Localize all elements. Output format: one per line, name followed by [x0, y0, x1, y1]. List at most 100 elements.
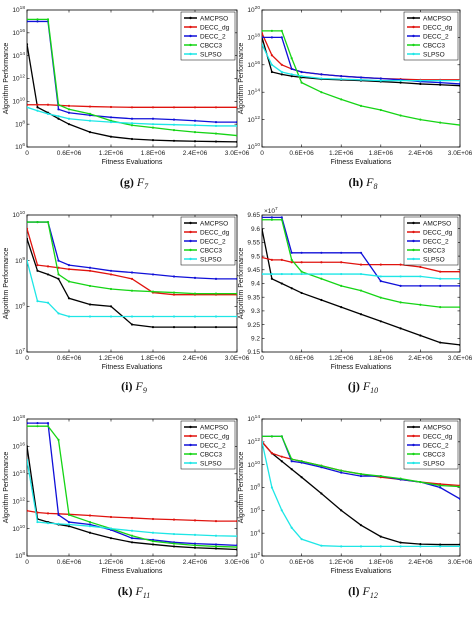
series-amcpso-point	[36, 106, 39, 109]
series-slpso-point	[151, 531, 155, 534]
y-tick-exponent: 8	[22, 302, 25, 308]
series-decc-dg-point	[193, 519, 197, 522]
series-decc-2-point	[379, 77, 382, 80]
series-decc-2-point	[300, 251, 303, 254]
y-tick-exponent: 6	[22, 142, 25, 148]
x-tick-label: 2.4E+06	[408, 355, 433, 362]
chart-panel-j: 0 0.6E+06 1.2E+06 1.8E+06 2.4E+06 3.0E+06 9.15…	[238, 206, 473, 395]
series-cbcc3-point	[27, 220, 29, 224]
legend-entry: CBCC3	[200, 42, 222, 49]
series-decc-2-point	[270, 216, 273, 219]
series-amcpso-point	[151, 139, 155, 142]
x-tick-label: 0.6E+06	[289, 150, 314, 157]
legend-entry: SLPSO	[200, 460, 222, 467]
y-tick-exponent: 10	[255, 142, 261, 148]
series-decc-2-point	[359, 474, 363, 478]
series-decc-dg-point	[67, 268, 71, 271]
series-decc-dg-point	[235, 520, 237, 523]
legend: AMCPSO DECC_dg DECC_2 CBCC3 SLPSO	[180, 420, 236, 470]
series-cbcc3-point	[399, 477, 402, 480]
series-amcpso-point	[458, 84, 460, 87]
x-tick-label: 1.2E+06	[329, 150, 354, 157]
series-slpso-point	[439, 277, 442, 280]
series-cbcc3-point	[419, 480, 422, 484]
y-tick-exponent: 6	[257, 506, 260, 512]
series-group	[27, 18, 237, 143]
y-tick-exponent: 18	[20, 5, 26, 11]
series-cbcc3-point	[151, 540, 155, 543]
series-cbcc3-point	[130, 289, 134, 292]
series-slpso-point	[235, 315, 237, 318]
y-tick-exponent: 4	[257, 528, 260, 534]
caption-function: F	[362, 379, 371, 393]
series-cbcc3-point	[262, 29, 264, 32]
series-decc-2-point	[67, 520, 71, 524]
x-tick-label: 3.0E+06	[225, 150, 250, 157]
series-cbcc3-point	[27, 18, 29, 21]
x-tick-label: 2.4E+06	[183, 355, 208, 362]
series-slpso-point	[172, 123, 176, 126]
y-tick-exponent: 12	[255, 115, 261, 121]
legend-marker	[412, 34, 415, 38]
legend-entry: DECC_dg	[200, 229, 230, 236]
series-amcpso-point	[399, 81, 402, 84]
legend-entry: DECC_2	[423, 442, 449, 449]
legend-entry: DECC_dg	[423, 229, 453, 236]
series-cbcc3-point	[262, 218, 264, 221]
caption-function: F	[365, 175, 374, 189]
series-decc-2-point	[340, 74, 343, 78]
y-tick-label: 1010	[12, 210, 25, 219]
legend-marker	[189, 52, 192, 56]
x-tick-label: 0	[25, 559, 29, 566]
series-decc-2-point	[130, 271, 134, 274]
series-cbcc3-point	[36, 425, 39, 428]
y-tick-label: 108	[15, 302, 25, 311]
series-decc-2-point	[88, 523, 92, 526]
series-slpso-point	[46, 301, 50, 304]
series-slpso-point	[235, 124, 237, 128]
series-slpso-point	[214, 315, 218, 318]
series-amcpso-point	[270, 70, 273, 74]
series-decc-2-point	[290, 460, 293, 463]
series-decc-2-point	[419, 284, 422, 287]
series-slpso-point	[359, 78, 363, 81]
y-tick-exponent: 8	[257, 483, 260, 489]
series-cbcc3-point	[290, 258, 293, 261]
series-amcpso-point	[290, 287, 293, 290]
series-decc-2-point	[290, 67, 293, 71]
series-cbcc3-point	[46, 18, 50, 21]
y-tick-exponent: 16	[255, 60, 261, 66]
legend-marker	[412, 425, 415, 429]
series-decc-2-point	[300, 70, 303, 74]
series-slpso-point	[214, 534, 218, 537]
x-axis-label: Fitness Evaluations	[102, 364, 163, 371]
series-cbcc3-point	[172, 291, 176, 294]
legend-entry: DECC_dg	[200, 24, 230, 31]
series-slpso-point	[300, 538, 303, 541]
series-decc-2-point	[214, 277, 218, 280]
series-cbcc3-point	[67, 280, 71, 283]
y-tick-exponent: 14	[255, 414, 261, 420]
series-amcpso-point	[458, 543, 460, 546]
chart-panel-i: 0 0.6E+06 1.2E+06 1.8E+06 2.4E+06 3.0E+061071…	[3, 210, 250, 395]
caption-letter: (k)	[118, 584, 136, 598]
y-tick-exponent: 12	[20, 496, 26, 502]
series-slpso-point	[88, 315, 92, 318]
series-decc-2-point	[458, 497, 460, 501]
series-amcpso-point	[320, 298, 323, 302]
series-slpso-point	[57, 115, 60, 118]
series-amcpso-point	[46, 273, 50, 276]
legend-entry: CBCC3	[200, 451, 222, 458]
x-tick-label: 1.8E+06	[141, 559, 166, 566]
series-cbcc3-point	[399, 114, 402, 117]
legend-entry: DECC_dg	[200, 433, 230, 440]
series-cbcc3-point	[300, 460, 303, 463]
series-decc-2-point	[57, 108, 60, 111]
series-cbcc3-point	[439, 306, 442, 309]
y-axis-label: Algorithm Performance	[238, 248, 245, 320]
series-slpso-point	[193, 124, 197, 127]
series-slpso-point	[130, 315, 134, 318]
series-decc-dg-point	[172, 518, 176, 521]
legend-marker	[189, 443, 192, 447]
y-tick-label: 108	[250, 483, 260, 492]
